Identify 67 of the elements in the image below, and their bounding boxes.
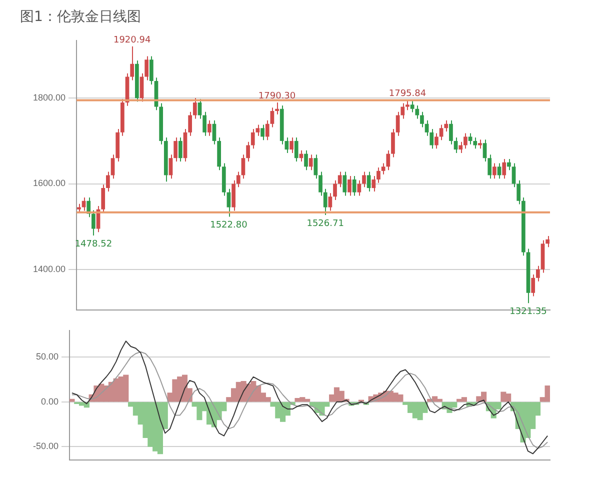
candlestick: [241, 154, 246, 180]
candlestick: [82, 196, 86, 212]
candlestick: [507, 158, 511, 171]
candlestick: [366, 171, 371, 192]
y-tick-label: 0.00: [40, 396, 59, 406]
candlestick: [178, 137, 182, 162]
candlestick: [308, 154, 313, 171]
candlestick: [420, 111, 424, 128]
candlestick: [275, 102, 279, 115]
annotation: 1795.84: [388, 88, 426, 99]
candlestick: [492, 162, 496, 180]
candlestick: [149, 56, 154, 85]
candlestick: [497, 162, 502, 180]
candlestick: [348, 176, 352, 196]
candlestick: [130, 46, 134, 81]
y-tick-label: 1400.00: [32, 264, 66, 274]
candlestick: [439, 124, 444, 141]
candlestick: [260, 124, 264, 141]
annotation: 1478.52: [74, 240, 112, 250]
candlestick: [270, 107, 274, 128]
candlestick: [434, 132, 438, 150]
candlestick: [410, 100, 414, 113]
candlestick: [246, 141, 250, 162]
candlestick: [502, 158, 506, 180]
annotation: 1790.30: [258, 91, 296, 102]
candlestick: [352, 176, 356, 196]
candlestick: [342, 171, 347, 196]
candlestick: [391, 128, 395, 158]
candlestick: [265, 120, 270, 141]
y-tick-label: -50.00: [32, 441, 59, 452]
candlestick: [415, 104, 420, 120]
candlestick: [449, 120, 453, 145]
candlestick: [328, 192, 332, 212]
annotation: 1920.94: [113, 35, 151, 46]
candlestick: [256, 124, 260, 136]
candlestick: [192, 98, 197, 120]
candlestick: [386, 150, 390, 171]
candlestick: [333, 180, 337, 201]
candlestick: [444, 120, 448, 132]
candlestick: [188, 111, 192, 136]
annotation: 1321.35: [510, 307, 547, 318]
candlestick: [362, 171, 366, 188]
candlestick: [464, 132, 468, 150]
candlestick: [531, 274, 536, 297]
candlestick: [473, 137, 478, 150]
y-tick-label: 1800.00: [32, 92, 66, 103]
y-tick-label: 50.00: [36, 352, 59, 362]
candlestick: [304, 150, 308, 171]
candlestick: [290, 137, 294, 154]
candlestick: [381, 162, 386, 175]
candlestick: [357, 180, 362, 196]
candlestick: [338, 171, 342, 188]
annotation: 1522.80: [210, 220, 248, 231]
y-tick-label: 1600.00: [32, 178, 66, 188]
candlestick: [106, 171, 110, 192]
candlestick: [454, 137, 458, 154]
candlestick: [284, 137, 289, 154]
candlestick: [226, 188, 231, 218]
annotation: 1526.71: [306, 219, 344, 229]
candlestick: [536, 265, 540, 282]
candlestick: [294, 137, 298, 162]
candlestick: [207, 120, 212, 136]
candlestick: [212, 120, 216, 145]
candlestick: [250, 128, 255, 150]
candlestick: [101, 184, 106, 214]
chart-title: 图1：伦敦金日线图: [19, 8, 142, 27]
candlestick: [468, 132, 472, 145]
